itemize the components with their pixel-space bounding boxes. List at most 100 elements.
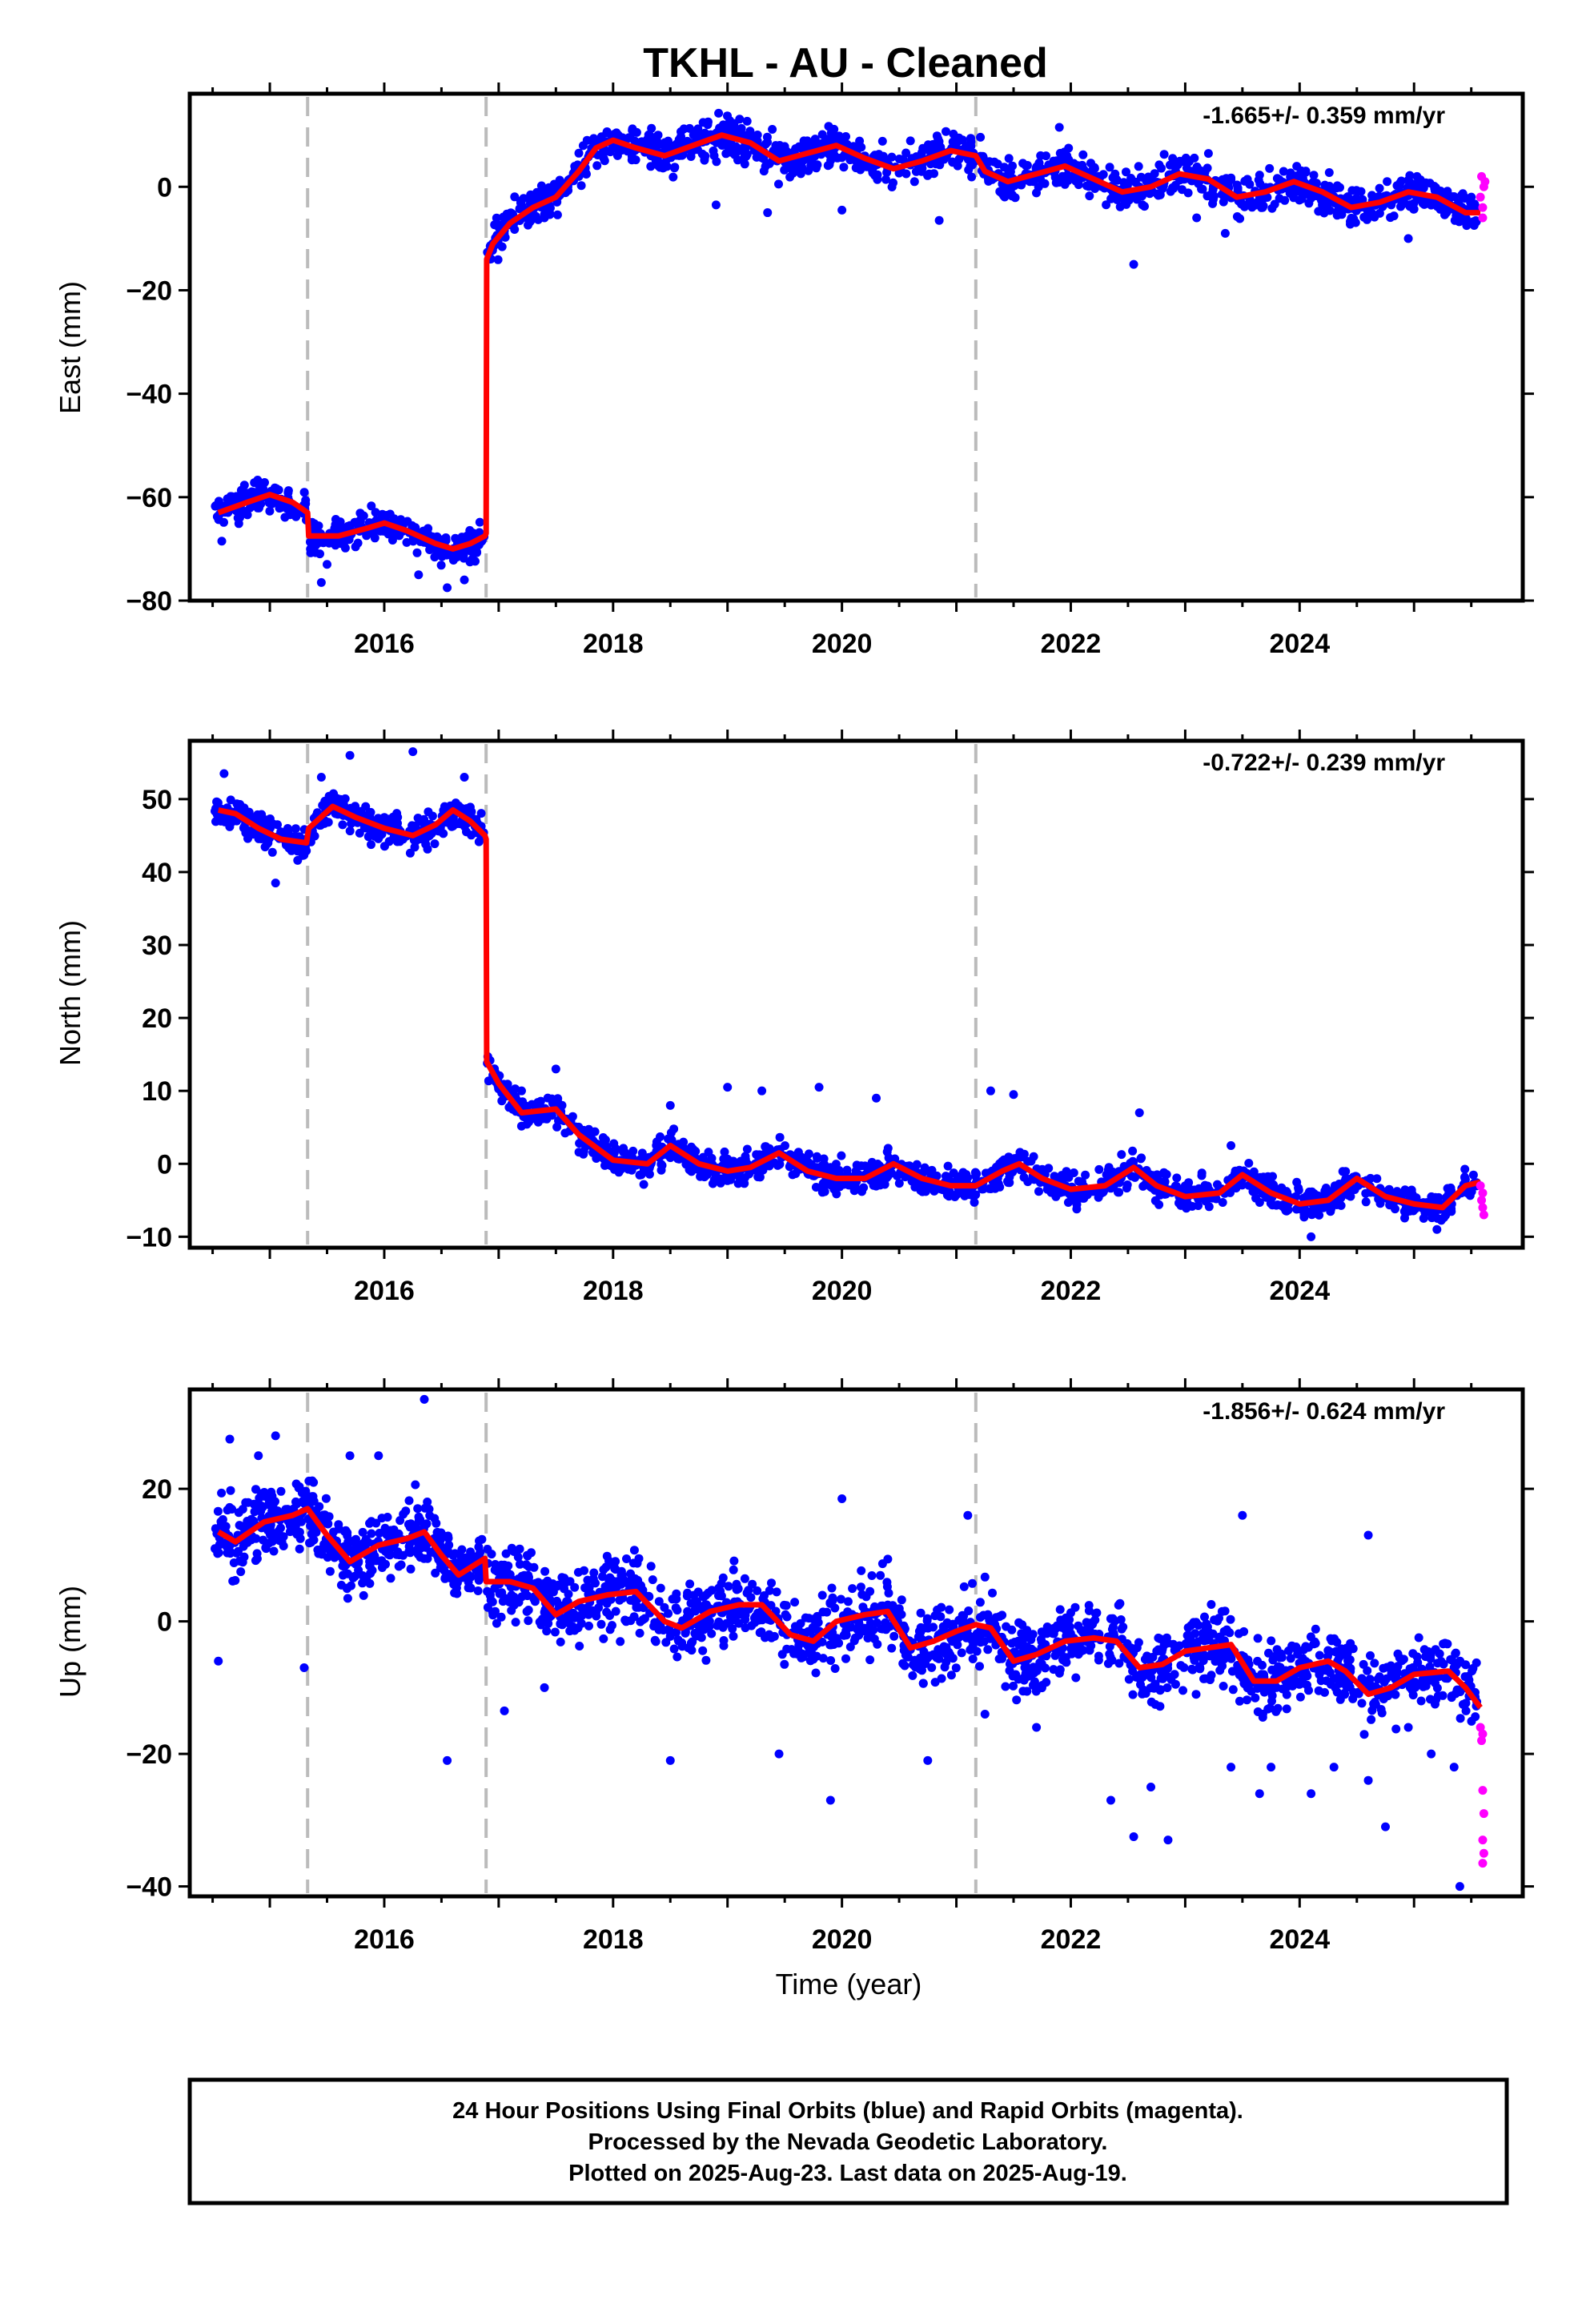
plot-frame <box>187 91 1525 603</box>
final-orbit-point <box>447 1574 456 1583</box>
final-orbit-point <box>934 215 944 225</box>
final-orbit-point <box>928 139 938 149</box>
final-orbit-point <box>681 1160 691 1169</box>
final-orbit-point <box>405 848 415 858</box>
final-orbit-point <box>575 1642 584 1651</box>
final-orbit-point <box>833 153 842 163</box>
final-orbit-point <box>1358 195 1367 204</box>
final-orbit-point <box>1122 167 1130 177</box>
y-tick-label: −20 <box>126 275 172 306</box>
final-orbit-point <box>305 1538 314 1548</box>
final-orbit-point <box>1154 160 1164 170</box>
final-orbit-point <box>954 155 964 164</box>
final-orbit-point <box>1420 1208 1430 1217</box>
x-tick-label: 2020 <box>812 629 873 659</box>
final-orbit-point <box>780 142 789 151</box>
final-orbit-point <box>1138 1181 1148 1191</box>
final-orbit-point <box>1003 1157 1013 1167</box>
final-orbit-point <box>1071 1673 1081 1683</box>
final-orbit-point <box>351 542 360 552</box>
final-orbit-point <box>771 141 781 151</box>
final-orbit-point <box>813 1153 822 1163</box>
final-orbit-point <box>1094 1164 1104 1174</box>
final-orbit-point <box>419 526 428 536</box>
final-orbit-point <box>857 1566 866 1575</box>
final-orbit-point <box>875 1180 885 1190</box>
final-orbit-point <box>1197 1168 1207 1178</box>
rapid-orbit-point <box>1476 1181 1485 1191</box>
final-orbit-point <box>385 509 395 519</box>
final-orbit-point <box>1393 1662 1403 1671</box>
final-orbit-point <box>343 1539 353 1549</box>
final-orbit-point <box>693 124 703 134</box>
east-y-axis-label: East (mm) <box>54 281 86 414</box>
final-orbit-point <box>592 161 602 171</box>
final-orbit-point <box>1218 175 1227 184</box>
final-orbit-point <box>1192 213 1202 223</box>
final-orbit-point <box>867 1571 877 1580</box>
final-orbit-point <box>315 1502 324 1511</box>
final-orbit-point <box>1359 1730 1369 1739</box>
final-orbit-point <box>386 1574 396 1583</box>
final-orbit-point <box>443 583 452 593</box>
final-orbit-point <box>1022 1687 1032 1696</box>
final-orbit-point <box>1464 1671 1473 1681</box>
final-orbit-point <box>1103 1659 1113 1668</box>
final-orbit-point <box>239 1522 249 1531</box>
final-orbit-point <box>466 1547 476 1557</box>
rapid-orbit-point <box>1479 1210 1488 1220</box>
final-orbit-point <box>377 1558 387 1568</box>
final-orbit-point <box>1117 1150 1126 1160</box>
final-orbit-point <box>1341 1174 1351 1184</box>
final-orbit-point <box>1403 182 1413 191</box>
final-orbit-point <box>401 1506 411 1516</box>
final-orbit-point <box>1270 199 1279 209</box>
final-orbit-point <box>729 119 739 128</box>
final-orbit-point <box>665 1100 675 1110</box>
final-orbit-point <box>726 1175 735 1184</box>
rapid-orbit-point <box>1478 1188 1488 1198</box>
final-orbit-point <box>1297 194 1307 203</box>
final-orbit-point <box>1462 221 1472 231</box>
final-orbit-point <box>700 155 709 165</box>
rapid-orbit-point <box>1480 177 1490 187</box>
final-orbit-point <box>295 1544 304 1554</box>
final-orbit-point <box>1249 1167 1259 1176</box>
final-orbit-point <box>988 1588 997 1598</box>
final-orbit-point <box>1219 1682 1228 1691</box>
final-orbit-point <box>1301 167 1311 176</box>
final-orbit-point <box>432 1518 441 1528</box>
final-orbit-point <box>1375 208 1384 218</box>
final-orbit-point <box>811 1668 821 1678</box>
final-orbit-point <box>1129 259 1138 269</box>
final-orbit-point <box>1427 1213 1436 1223</box>
final-orbit-point <box>1023 1156 1033 1166</box>
final-orbit-point <box>1178 1686 1187 1695</box>
final-orbit-point <box>319 538 328 548</box>
final-orbit-point <box>530 1114 540 1124</box>
final-orbit-point <box>763 138 772 147</box>
final-orbit-point <box>745 127 755 136</box>
final-orbit-point <box>1414 1633 1423 1642</box>
rapid-orbit-point <box>1478 213 1488 223</box>
final-orbit-point <box>741 1623 750 1633</box>
final-orbit-point <box>1417 180 1426 190</box>
final-orbit-point <box>1129 1158 1138 1168</box>
final-orbit-point <box>436 561 446 570</box>
final-orbit-point <box>872 1093 881 1103</box>
final-orbit-point <box>1247 203 1257 212</box>
final-orbit-point <box>1266 1199 1275 1208</box>
final-orbit-point <box>1291 171 1301 181</box>
final-orbit-point <box>763 208 773 218</box>
final-orbit-point <box>301 499 311 509</box>
final-orbit-point <box>646 1562 656 1571</box>
final-orbit-point <box>555 175 564 185</box>
final-orbit-point <box>413 814 423 822</box>
final-orbit-point <box>211 817 220 826</box>
final-orbit-point <box>367 501 376 511</box>
final-orbit-point <box>1441 190 1451 199</box>
final-orbit-point <box>291 1522 300 1531</box>
final-orbit-point <box>1311 1624 1320 1634</box>
final-orbit-point <box>516 1086 526 1096</box>
final-orbit-point <box>475 1536 484 1546</box>
